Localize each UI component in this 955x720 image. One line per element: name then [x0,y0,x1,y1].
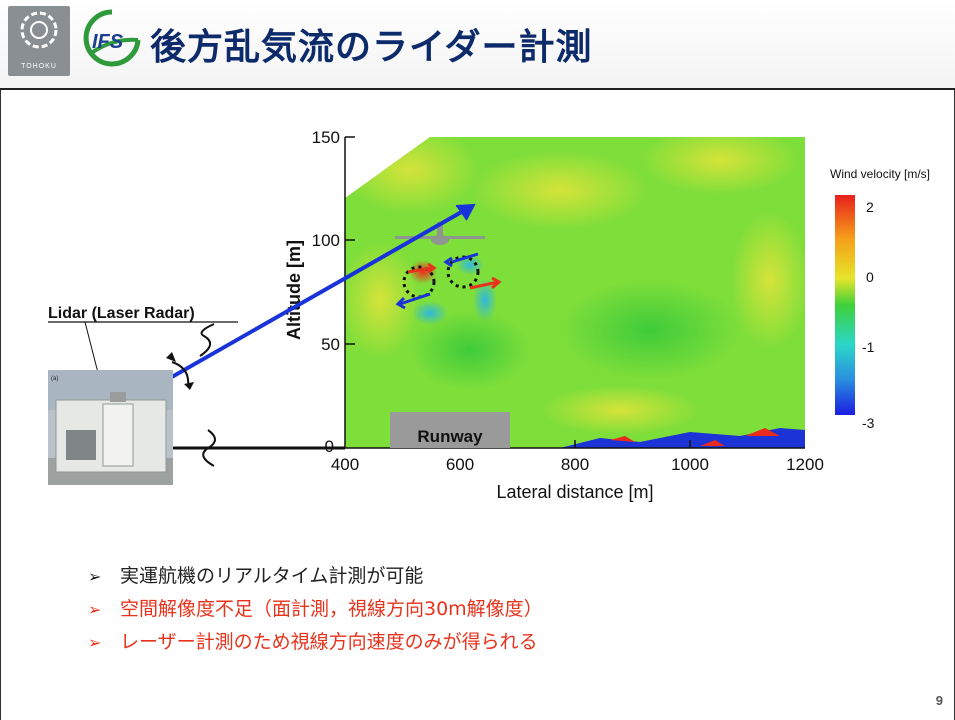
tohoku-logo-text: TOHOKU [21,63,57,70]
runway-label: Runway [417,427,483,446]
bullet-item: ➢ 実運航機のリアルタイム計測が可能 [88,560,543,593]
y-tick-label: 150 [312,128,340,147]
figure-area: 150 100 50 0 400 600 800 1000 1200 Later… [48,128,930,502]
colorbar [835,195,855,415]
tohoku-logo: TOHOKU [8,6,70,76]
x-tick-label: 400 [331,455,359,474]
x-tick-label: 600 [446,455,474,474]
ground-break-icon [202,429,216,467]
colorbar-tick: -3 [862,415,875,431]
ifs-logo: IFS [83,9,141,67]
colorbar-tick: 0 [866,269,874,285]
lidar-photo: (a) [48,370,173,485]
tohoku-emblem-icon [20,11,58,49]
svg-text:(a): (a) [51,376,58,382]
x-tick-label: 800 [561,455,589,474]
ifs-logo-text: IFS [92,31,124,53]
colorbar-tick: 2 [866,199,874,215]
colorbar-tick: -1 [862,339,875,355]
slide-header: TOHOKU IFS 後方乱気流のライダー計測 [0,0,955,90]
bullet-marker-icon: ➢ [88,567,102,586]
bullet-text: レーザー計測のため視線方向速度のみが得られる [120,631,538,653]
y-tick-label: 50 [321,335,340,354]
bullet-item: ➢ レーザー計測のため視線方向速度のみが得られる [88,626,543,659]
y-tick-label: 100 [312,231,340,250]
x-tick-label: 1200 [786,455,824,474]
aircraft-icon [395,222,485,245]
beam-break-icon [199,323,215,357]
slide-title: 後方乱気流のライダー計測 [150,27,593,68]
y-axis-label: Altitude [m] [284,240,304,340]
lidar-beam-arrowhead [455,203,476,221]
colorbar-title: Wind velocity [m/s] [830,167,930,181]
vortex-arrows [395,252,502,310]
vortex-right-marker [446,255,480,289]
scan-rotation-icon [171,361,190,387]
bullet-item: ➢ 空間解像度不足（面計測，視線方向30m解像度） [88,593,543,626]
page-number: 9 [935,693,943,708]
runway-box [390,412,510,448]
scan-rotation-arrowheads [166,352,194,390]
x-tick-label: 1000 [671,455,709,474]
bullet-marker-icon: ➢ [88,600,102,619]
x-axis-label: Lateral distance [m] [496,482,653,502]
bullet-list: ➢ 実運航機のリアルタイム計測が可能 ➢ 空間解像度不足（面計測，視線方向30m解像… [88,560,543,659]
lidar-beam [141,204,473,396]
bullet-marker-icon: ➢ [88,633,102,652]
contour-field [345,137,805,448]
bullet-text: 空間解像度不足（面計測，視線方向30m解像度） [120,598,543,620]
bullet-text: 実運航機のリアルタイム計測が可能 [120,565,424,587]
lidar-label: Lidar (Laser Radar) [48,305,195,322]
